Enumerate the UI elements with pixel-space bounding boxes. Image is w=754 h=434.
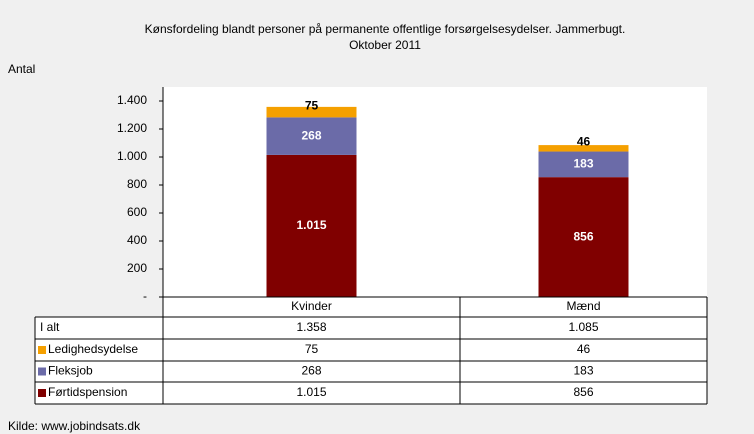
- data-label: 183: [573, 157, 593, 171]
- table-cell: 268: [301, 364, 321, 378]
- table-cell: 1.358: [296, 320, 326, 334]
- y-axis-label: Antal: [8, 62, 35, 76]
- legend-label: Fleksjob: [48, 364, 93, 378]
- table-cell: 183: [573, 364, 593, 378]
- bar-segment: [266, 117, 357, 155]
- y-tick-label: 600: [127, 205, 147, 219]
- table-cell: 75: [305, 342, 319, 356]
- x-tick-label: Kvinder: [291, 299, 332, 313]
- legend-swatch: [38, 389, 46, 397]
- data-label: 46: [577, 134, 591, 148]
- bar-segment: [538, 151, 629, 178]
- chart-title: Oktober 2011: [349, 38, 421, 52]
- bar-segment: [266, 154, 357, 297]
- y-tick-label: 200: [127, 261, 147, 275]
- table-cell: 46: [577, 342, 591, 356]
- y-tick-label: 1.200: [117, 121, 147, 135]
- data-label: 856: [573, 229, 593, 243]
- table-row-label: I alt: [40, 320, 60, 334]
- source: Kilde: www.jobindsats.dk: [8, 419, 141, 433]
- y-tick-label: 800: [127, 177, 147, 191]
- bar-segment: [538, 177, 629, 297]
- table-cell: 1.085: [568, 320, 598, 334]
- data-label: 268: [301, 128, 321, 142]
- table-cell: 856: [573, 385, 593, 399]
- data-label: 75: [305, 98, 319, 112]
- legend-swatch: [38, 367, 46, 376]
- legend-label: Førtidspension: [48, 385, 127, 399]
- y-tick-label: -: [143, 289, 147, 303]
- legend-swatch: [38, 346, 46, 354]
- bar-segment: [538, 145, 629, 152]
- x-tick-label: Mænd: [566, 299, 600, 313]
- y-tick-label: 400: [127, 233, 147, 247]
- bar-segment: [266, 106, 357, 118]
- legend-label: Ledighedsydelse: [48, 342, 138, 356]
- data-label: 1.015: [296, 218, 326, 232]
- y-tick-label: 1.400: [117, 93, 147, 107]
- table-cell: 1.015: [296, 385, 326, 399]
- y-tick-label: 1.000: [117, 149, 147, 163]
- chart-title: Kønsfordeling blandt personer på permane…: [145, 22, 626, 36]
